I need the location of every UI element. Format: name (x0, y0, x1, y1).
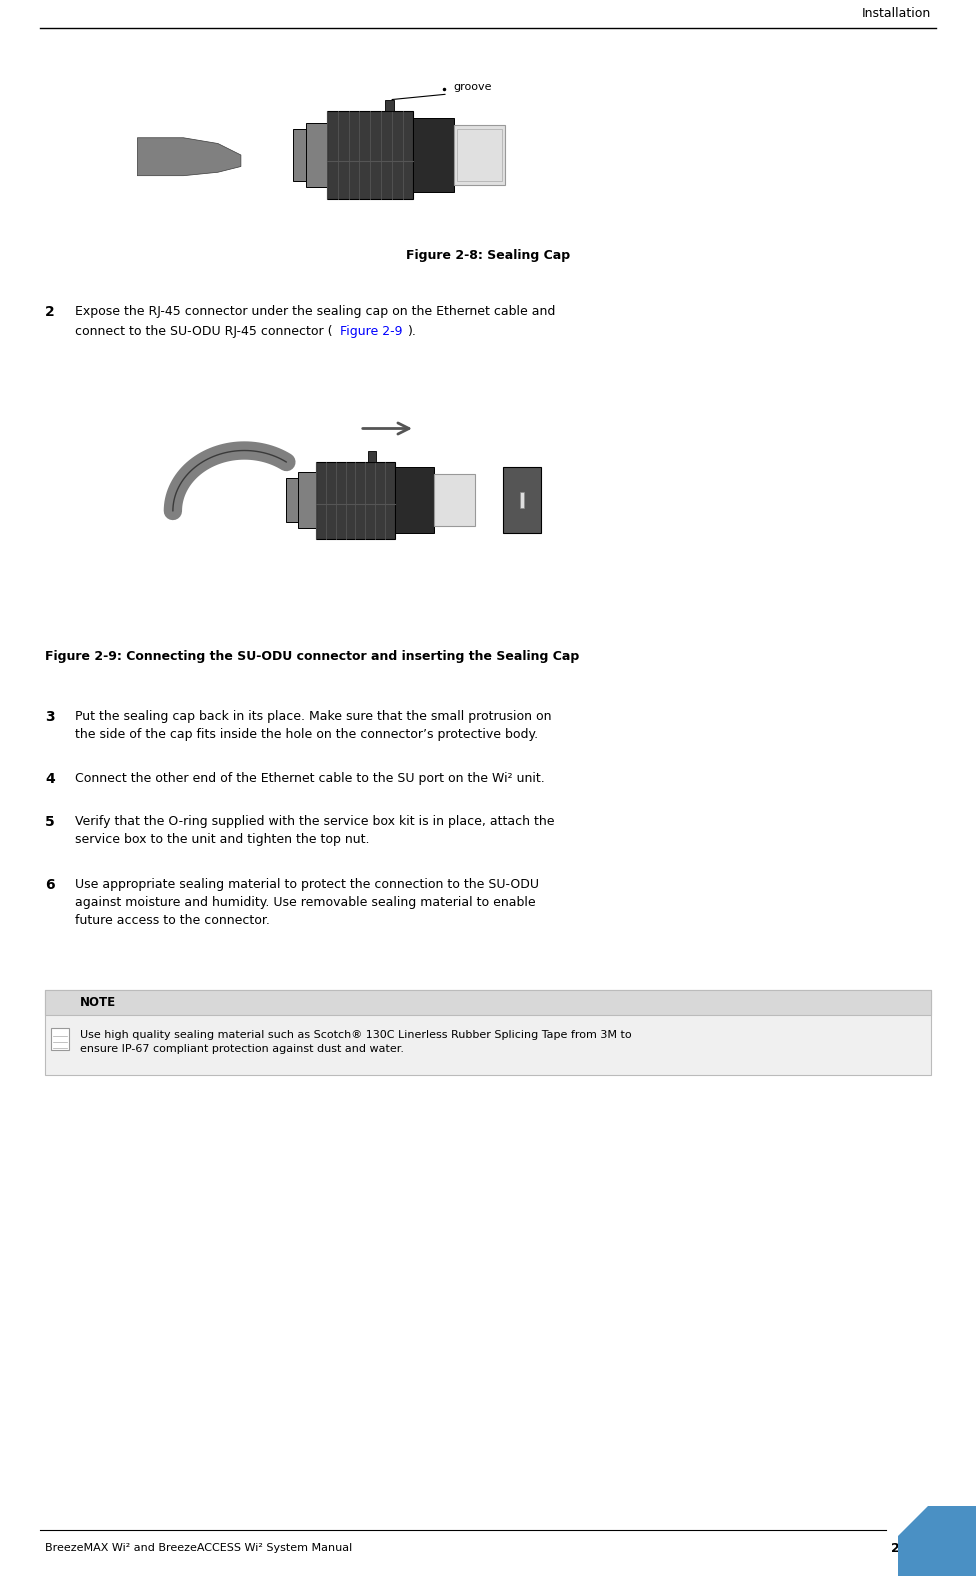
Text: NOTE: NOTE (80, 996, 116, 1010)
Bar (327, 112, 414, 199)
Bar (457, 129, 502, 181)
Text: Use high quality sealing material such as Scotch® 130C Linerless Rubber Splicing: Use high quality sealing material such a… (80, 1031, 631, 1054)
Text: Expose the RJ-45 connector under the sealing cap on the Ethernet cable and: Expose the RJ-45 connector under the sea… (75, 306, 555, 318)
Bar (316, 462, 395, 539)
Bar (286, 478, 299, 522)
Text: connect to the SU-ODU RJ-45 connector (: connect to the SU-ODU RJ-45 connector ( (75, 325, 333, 337)
Text: Figure 2-8: Sealing Cap: Figure 2-8: Sealing Cap (406, 249, 570, 262)
Polygon shape (138, 137, 241, 175)
Text: Connect the other end of the Ethernet cable to the SU port on the Wi² unit.: Connect the other end of the Ethernet ca… (75, 772, 545, 785)
Text: 5: 5 (45, 815, 55, 829)
Text: 4: 4 (45, 772, 55, 786)
Bar (520, 492, 524, 507)
Bar (454, 125, 506, 184)
Text: Put the sealing cap back in its place. Make sure that the small protrusion on
th: Put the sealing cap back in its place. M… (75, 711, 551, 741)
Bar (898, 1507, 976, 1576)
Text: groove: groove (454, 82, 492, 91)
Text: 2: 2 (45, 306, 55, 318)
Polygon shape (898, 1507, 928, 1537)
Text: Use appropriate sealing material to protect the connection to the SU-ODU
against: Use appropriate sealing material to prot… (75, 878, 539, 927)
Bar (368, 451, 377, 462)
FancyBboxPatch shape (45, 990, 931, 1075)
Bar (51, 1028, 69, 1050)
Text: Figure 2-9: Figure 2-9 (341, 325, 403, 337)
Text: BreezeMAX Wi² and BreezeACCESS Wi² System Manual: BreezeMAX Wi² and BreezeACCESS Wi² Syste… (45, 1543, 352, 1552)
Bar (293, 129, 306, 181)
Text: 3: 3 (45, 711, 55, 723)
Bar (45, 990, 931, 1015)
Text: 6: 6 (45, 878, 55, 892)
Bar (414, 118, 454, 192)
Text: Verify that the O-ring supplied with the service box kit is in place, attach the: Verify that the O-ring supplied with the… (75, 815, 554, 846)
Text: Figure 2-9: Connecting the SU-ODU connector and inserting the Sealing Cap: Figure 2-9: Connecting the SU-ODU connec… (45, 649, 579, 663)
Bar (395, 466, 433, 533)
Bar (385, 99, 394, 112)
Bar (503, 466, 542, 533)
Text: Installation: Installation (862, 6, 931, 20)
Text: 23: 23 (891, 1541, 909, 1554)
Text: ).: ). (408, 325, 417, 337)
Bar (306, 123, 327, 186)
Bar (433, 474, 475, 526)
Bar (299, 473, 316, 528)
